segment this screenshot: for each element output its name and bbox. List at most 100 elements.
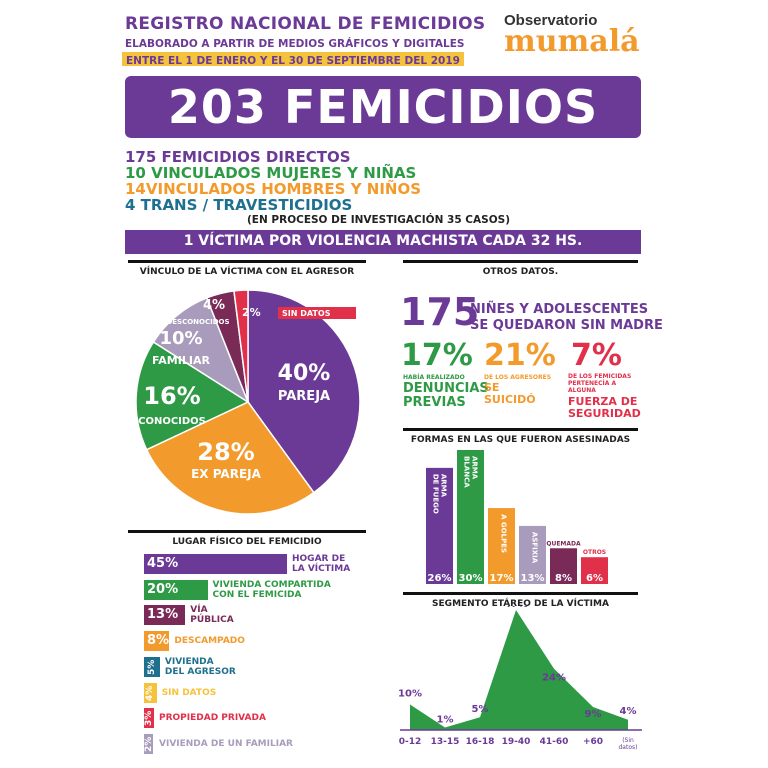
segmento-category-0-12: 0-12 [399,737,422,747]
formas-bar-arma-blanca [457,450,484,584]
pie-value-ex-pareja: 28% [197,438,254,466]
stat2-big-2: SUICIDÓ [484,393,536,406]
rate-banner-text: 1 VÍCTIMA POR VIOLENCIA MACHISTA CADA 32… [183,233,583,249]
segmento-category-16-18: 16-18 [466,737,495,747]
total-banner-text: 203 FEMICIDIOS [167,80,599,134]
formas-value-asfixia: 13% [521,573,545,584]
lugar-bar-via-publica [144,605,186,626]
formas-category-arma-de-fuego: ARMADE FUEGO [432,474,448,514]
lugar-category-propiedad-privada: PROPIEDAD PRIVADA [159,713,266,724]
header-subtitle-2: ENTRE EL 1 DE ENERO Y EL 30 DE SEPTIEMBR… [122,52,464,67]
formas-bar-a-golpes [488,508,515,584]
pie-name-ex-pareja: EX PAREJA [191,467,262,481]
stat1-small: HABÍA REALIZADO [403,374,465,381]
otros-big-text-2: SE QUEDARON SIN MADRE [470,318,663,333]
stat3-big-1: FUERZA DE [568,395,638,408]
lugar-category-vivienda-de-un-familiar: VIVIENDA DE UN FAMILIAR [159,738,293,749]
stat2-big-1: SE [484,381,500,394]
stat3-small-1: DE LOS FEMICIDAS [568,373,632,380]
pie-name-sin-datos: SIN DATOS [282,309,331,318]
header-subtitle-2-text: ENTRE EL 1 DE ENERO Y EL 30 DE SEPTIEMBR… [126,55,460,67]
lugar-bar-descampado [144,631,170,652]
logo-mumala: mumalá [504,24,640,59]
segmento-value-19-40: 47% [504,606,528,610]
segmento-value-41-60: 24% [542,673,566,684]
pie-value-familiar: 10% [159,328,202,349]
breakdown-note: (EN PROCESO DE INVESTIGACIÓN 35 CASOS) [247,214,510,226]
formas-category-arma-blanca: ARMABLANCA [463,456,479,488]
lugar-bar-sin-datos [144,682,157,703]
formas-bar-asfixia [519,525,546,584]
stat1-pct: 17% [401,338,473,373]
formas-value-quemada: 8% [555,573,572,584]
total-banner [125,76,641,138]
breakdown-directos: 175 FEMICIDIOS DIRECTOS [125,148,351,166]
segmento-category-19-40: 19-40 [502,737,531,747]
segmento-value-60: 9% [585,709,602,720]
stat1-big-1: DENUNCIAS [403,381,489,396]
divider-lugar [128,530,366,533]
lugar-bar-chart: 45% HOGAR DE LA VÍCTIMA 20% VIVIENDA COMPART… [144,554,394,764]
lugar-category-sin-datos: SIN DATOS [161,687,217,698]
stat2-small: DE LOS AGRESORES [484,374,552,381]
formas-value-otros: 6% [586,573,603,584]
formas-value-arma-de-fuego: 26% [428,573,452,584]
formas-category-a-golpes: A GOLPES [500,514,508,553]
pie-slice-conocidos [135,340,250,451]
formas-value-arma-blanca: 30% [459,573,483,584]
formas-value-a-golpes: 17% [490,573,514,584]
divider-formas [403,428,638,431]
lugar-category-vivienda-compartida-con-el-femicida: VIVIENDA COMPARTIDA CON EL FEMICIDA [212,579,331,600]
pie-value-pareja: 40% [278,361,331,386]
stat3-pct: 7% [571,338,622,373]
lugar-value-vivienda-de-un-familiar: 2% [143,736,154,752]
lugar-category-via-publica: VÍA PÚBLICA [190,605,234,626]
formas-category-asfixia: ASFIXIA [531,532,539,564]
lugar-value-via-publica: 13% [147,607,179,623]
pie-value-desconocidos: 4% [203,298,225,313]
section-lugar: LUGAR FÍSICO DEL FEMICIDIO [172,537,322,547]
lugar-bar-propiedad-privada [144,708,154,729]
formas-bar-chart: 26% ARMADE FUEGO 30% ARMABLANCA 17% A GOLPES 1… [426,450,608,584]
header-subtitle-1: ELABORADO A PARTIR DE MEDIOS GRÁFICOS Y … [125,38,465,50]
stat3-small-2: PERTENECÍA A [568,380,617,387]
pie-name-pareja: PAREJA [278,389,330,404]
segmento-area-chart: 10% 0-12 1% 13-15 5% 16-18 47% 19-40 24% 41-60 9% +… [398,606,642,751]
lugar-bar-hogar-de-la-victima [144,554,287,574]
divider-vinculo [128,260,366,263]
stat1-big-2: PREVIAS [403,395,466,410]
segmento-category-41-60: 41-60 [540,737,569,747]
pie-value-conocidos: 16% [143,382,200,410]
segmento-category-13-15: 13-15 [431,737,460,747]
section-segmento: SEGMENTO ETÁREO DE LA VÍCTIMA [432,599,609,609]
pie-value-sin-datos: 2% [242,306,261,319]
breakdown-trans: 4 TRANS / TRAVESTICIDIOS [125,196,353,214]
segmento-value-0-12: 10% [398,688,422,699]
otros-big-text-1: NIÑES Y ADOLESCENTES [470,302,649,317]
formas-category-otros: OTROS [583,549,606,556]
breakdown-vinculados-mujeres: 10 VINCULADOS MUJERES Y NIÑAS [125,164,417,182]
lugar-value-vivienda-compartida-con-el-femicida: 20% [147,581,179,597]
pie-slice-sin-datos [233,289,249,403]
logo-observatorio: Observatorio [504,12,598,29]
pie-slice-ex-pareja [145,401,315,515]
divider-segmento [403,592,638,595]
segmento-value-sin-datos: 4% [620,706,637,717]
pie-name-familiar: FAMILIAR [152,354,210,367]
divider-otros [403,260,638,263]
formas-bar-otros [581,557,608,584]
rate-banner [125,230,641,254]
segmento-value-13-15: 1% [437,714,454,725]
formas-bar-arma-de-fuego [426,467,453,584]
header-title: REGISTRO NACIONAL DE FEMICIDIOS [125,14,486,34]
section-vinculo: VÍNCULO DE LA VÍCTIMA CON EL AGRESOR [139,267,355,277]
formas-category-quemada: QUEMADA [546,540,581,547]
stat3-small-3: ALGUNA [568,387,596,394]
logo: Observatorio mumalá [504,12,644,72]
pie-label-bg-sin-datos [278,307,356,319]
lugar-category-descampado: DESCAMPADO [174,636,245,647]
stat3-big-2: SEGURIDAD [568,407,641,420]
section-formas: FORMAS EN LAS QUE FUERON ASESINADAS [410,435,631,445]
segmento-category-sin-datos: (Sin datos) [619,737,638,751]
segmento-area [410,610,628,730]
